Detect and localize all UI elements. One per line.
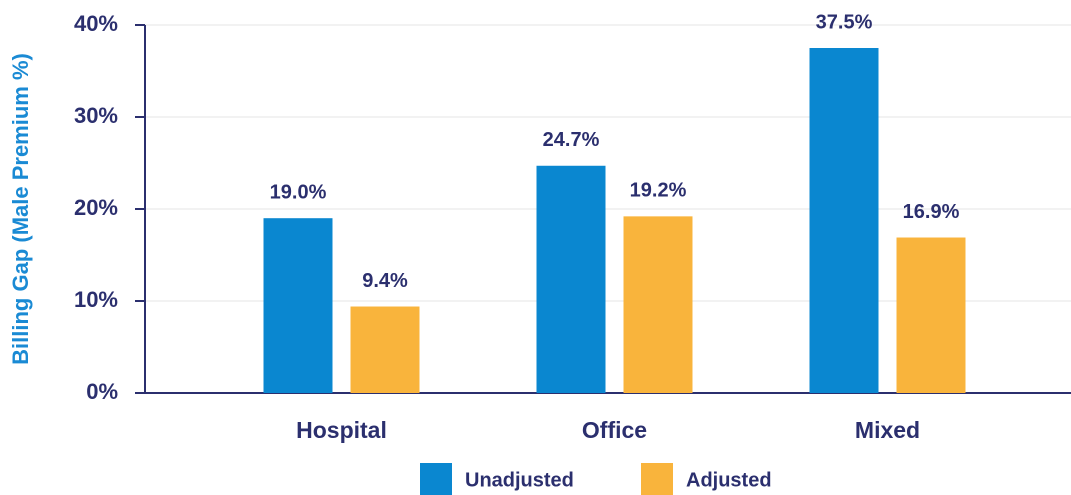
- legend-swatch: [641, 463, 673, 495]
- y-tick-label: 20%: [74, 195, 118, 220]
- value-label: 16.9%: [903, 201, 960, 223]
- x-tick-label: Hospital: [296, 417, 387, 443]
- legend-label: Unadjusted: [465, 469, 574, 491]
- value-label: 19.2%: [630, 180, 687, 202]
- legend-swatch: [420, 463, 452, 495]
- y-axis-title: Billing Gap (Male Premium %): [8, 53, 33, 365]
- bar: [623, 216, 693, 393]
- value-label: 19.0%: [270, 181, 327, 203]
- bar: [263, 218, 333, 393]
- bar: [536, 165, 606, 393]
- x-tick-label: Mixed: [855, 417, 920, 443]
- legend-label: Adjusted: [686, 469, 772, 491]
- value-label: 24.7%: [543, 129, 600, 151]
- value-label: 9.4%: [362, 270, 408, 292]
- y-tick-label: 30%: [74, 103, 118, 128]
- bar: [809, 48, 879, 393]
- value-label: 37.5%: [816, 11, 873, 33]
- bar: [896, 237, 966, 393]
- y-tick-label: 10%: [74, 287, 118, 312]
- y-tick-label: 40%: [74, 11, 118, 36]
- bar: [350, 306, 420, 393]
- y-tick-label: 0%: [86, 379, 118, 404]
- x-tick-label: Office: [582, 417, 647, 443]
